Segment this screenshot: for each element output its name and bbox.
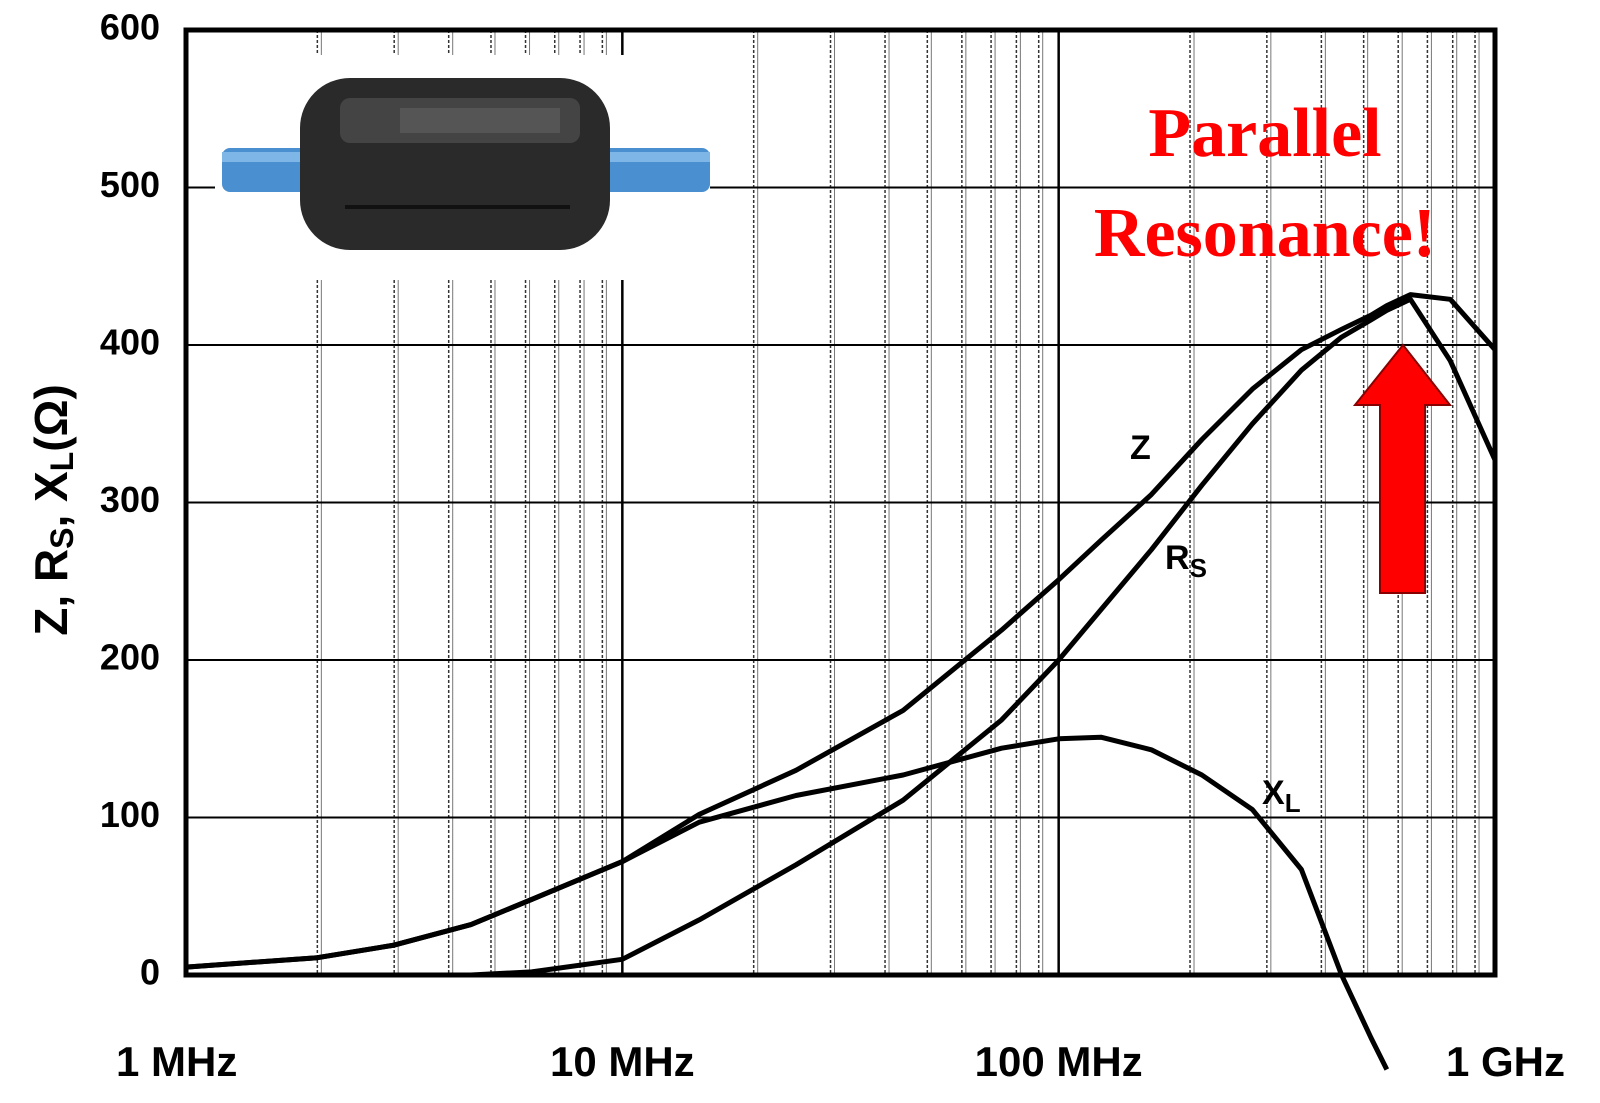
y-tick-label: 500 (100, 164, 160, 205)
y-label-sub: S (44, 528, 80, 549)
x-tick-label: 1 GHz (1446, 1038, 1565, 1085)
curves: Z RS XL (185, 292, 1498, 1071)
curve-name-sub: S (1190, 553, 1207, 583)
resonance-arrow (1352, 343, 1453, 594)
ferrite-photo (215, 55, 710, 280)
x-tick-label: 1 MHz (116, 1038, 237, 1085)
y-tick-label: 600 (100, 7, 160, 48)
y-tick-label: 300 (100, 479, 160, 520)
x-tick-label: 10 MHz (550, 1038, 695, 1085)
curve-name-sub: L (1285, 788, 1301, 818)
y-tick-label: 100 (100, 794, 160, 835)
y-label-sub: L (44, 452, 80, 472)
y-tick-label: 200 (100, 637, 160, 678)
y-axis-label: Z, RS, XL(Ω) (25, 384, 80, 636)
y-label-part: , X (25, 471, 77, 528)
series-line (185, 734, 1390, 1071)
curve-label: Z (1130, 429, 1151, 467)
y-label-part: Z, R (25, 549, 77, 636)
curve-name: R (1165, 539, 1190, 577)
y-label-part: (Ω) (25, 384, 77, 452)
curve-name: X (1262, 774, 1285, 812)
annotation: Parallel (1148, 95, 1381, 172)
y-tick-label: 400 (100, 322, 160, 363)
ferrite-label (400, 108, 560, 133)
y-tick-label: 0 (140, 952, 160, 993)
curve-label: RS (1165, 539, 1207, 583)
plot-frame (183, 27, 1498, 978)
annotation: Resonance! (1094, 195, 1436, 272)
curve-label: XL (1262, 774, 1301, 818)
x-tick-label: 100 MHz (975, 1038, 1143, 1085)
curve-name: Z (1130, 429, 1151, 467)
